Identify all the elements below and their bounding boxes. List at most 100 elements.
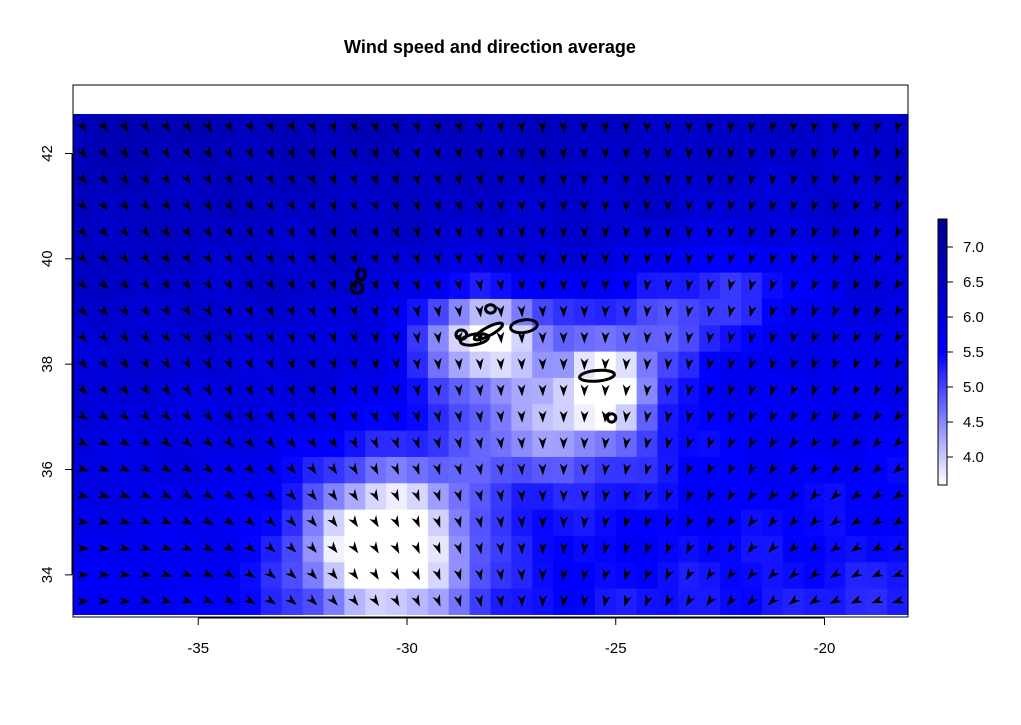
wind-arrow: [307, 172, 316, 186]
wind-arrow: [830, 541, 843, 553]
wind-arrow: [202, 172, 212, 185]
wind-arrow: [601, 252, 610, 265]
wind-arrow: [454, 173, 462, 186]
wind-arrow: [853, 357, 862, 370]
wind-arrow: [118, 304, 129, 317]
colorbar-tick-label: 5.0: [963, 379, 984, 396]
wind-arrow: [348, 436, 358, 449]
wind-arrow: [517, 278, 526, 292]
wind-arrow: [789, 462, 800, 475]
wind-arrow: [453, 594, 462, 607]
wind-arrow: [118, 278, 130, 290]
wind-arrow: [159, 409, 171, 422]
x-tick-label: -30: [396, 640, 418, 657]
wind-arrow: [327, 488, 338, 501]
wind-arrow: [853, 146, 862, 160]
wind-arrow: [747, 120, 756, 134]
wind-arrow: [307, 198, 316, 212]
x-tick-label: -20: [814, 640, 836, 657]
wind-arrow: [830, 488, 842, 501]
wind-arrow: [891, 595, 905, 604]
wind-arrow: [706, 173, 715, 186]
wind-arrow: [454, 199, 462, 212]
wind-arrow: [391, 383, 400, 397]
wind-arrow: [180, 251, 192, 264]
wind-arrow: [411, 225, 420, 239]
wind-arrow: [369, 567, 379, 580]
wind-arrow: [370, 146, 378, 160]
wind-arrow: [559, 489, 568, 502]
wind-arrow: [222, 515, 235, 526]
wind-arrow: [307, 357, 316, 370]
wind-arrow: [727, 331, 736, 344]
wind-arrow: [265, 172, 274, 186]
wind-arrow: [727, 514, 738, 528]
wind-arrow: [159, 516, 173, 525]
wind-arrow: [601, 305, 610, 318]
wind-arrow: [243, 462, 255, 474]
wind-arrow: [97, 409, 109, 421]
wind-arrow: [686, 436, 695, 449]
wind-arrow: [538, 278, 547, 292]
wind-arrow: [517, 226, 526, 239]
wind-arrow: [748, 199, 757, 212]
wind-arrow: [433, 146, 441, 160]
wind-arrow: [812, 251, 820, 265]
wind-arrow: [77, 543, 90, 552]
wind-arrow: [706, 120, 715, 134]
wind-arrow: [685, 304, 694, 318]
wind-arrow: [580, 331, 589, 344]
wind-arrow: [747, 541, 759, 554]
wind-arrow: [306, 435, 317, 449]
island-outline: [349, 281, 365, 295]
wind-arrow: [349, 304, 357, 318]
wind-arrow: [517, 173, 525, 186]
wind-arrow: [623, 436, 632, 450]
wind-arrow: [559, 226, 568, 239]
wind-arrow: [201, 568, 215, 578]
wind-arrow: [307, 278, 316, 291]
wind-arrow: [369, 436, 379, 449]
wind-arrow: [411, 172, 420, 186]
wind-arrow: [202, 146, 212, 159]
wind-arrow: [181, 383, 191, 396]
wind-arrow: [390, 462, 399, 476]
wind-arrow: [265, 198, 275, 212]
wind-arrow: [496, 305, 505, 318]
wind-arrow: [665, 462, 674, 476]
wind-arrow: [706, 199, 715, 213]
wind-arrow: [391, 120, 399, 133]
wind-arrow: [727, 357, 736, 371]
wind-arrow: [76, 304, 88, 316]
wind-arrow: [328, 146, 336, 160]
wind-arrow: [307, 304, 316, 318]
wind-arrow: [265, 383, 274, 397]
wind-arrow: [391, 146, 399, 160]
wind-arrow: [645, 567, 653, 581]
wind-arrow: [873, 383, 884, 396]
wind-arrow: [202, 198, 212, 212]
wind-arrow: [664, 147, 673, 160]
wind-arrow: [327, 225, 337, 239]
wind-arrow: [285, 198, 295, 212]
wind-arrow: [727, 304, 736, 318]
island-outline: [454, 328, 469, 341]
wind-arrow: [853, 172, 862, 186]
wind-arrow: [223, 146, 233, 159]
wind-arrow: [475, 278, 484, 292]
wind-arrow: [411, 146, 420, 160]
wind-arrow: [77, 597, 90, 606]
wind-arrow: [664, 173, 673, 186]
wind-arrow: [264, 594, 277, 605]
wind-arrow: [873, 278, 883, 291]
wind-arrow: [580, 173, 589, 186]
wind-arrow: [180, 409, 192, 422]
wind-arrow: [517, 594, 526, 608]
wind-arrow: [685, 226, 694, 239]
wind-arrow: [873, 357, 883, 370]
wind-arrow: [580, 226, 589, 239]
wind-arrow: [181, 304, 192, 317]
wind-arrow: [454, 252, 462, 265]
wind-arrow: [264, 436, 275, 448]
wind-arrow: [706, 515, 717, 528]
